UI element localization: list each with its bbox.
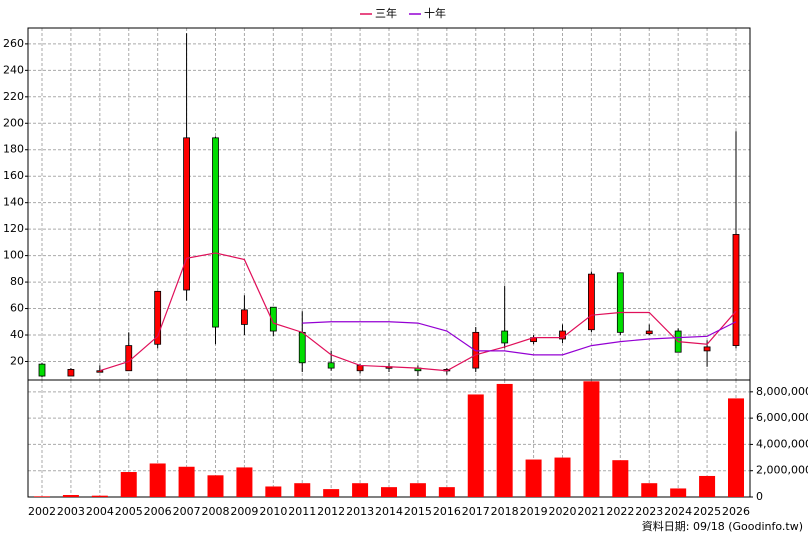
candle-body [356, 365, 364, 372]
y-tick-label: 240 [3, 63, 24, 76]
y2-tick-label: 8,000,000 [756, 385, 808, 398]
x-tick-label: 2005 [115, 505, 143, 518]
volume-bar [178, 466, 195, 497]
volume-bar [438, 487, 455, 497]
y-tick-label: 180 [3, 143, 24, 156]
line-series [302, 321, 737, 356]
x-tick-label: 2016 [433, 505, 461, 518]
volume-bar [728, 398, 744, 497]
candle-body [703, 346, 711, 352]
volume-bar [381, 487, 397, 497]
candle-body [183, 137, 190, 291]
x-tick-label: 2020 [549, 505, 577, 518]
y-tick-label: 200 [3, 116, 24, 129]
candle-body [96, 370, 104, 373]
y-tick-label: 220 [3, 90, 24, 103]
candle-body [212, 137, 219, 328]
candle-body [616, 272, 624, 333]
x-tick-label: 2024 [664, 505, 692, 518]
candle-body [501, 330, 509, 344]
y-tick-label: 120 [3, 222, 24, 235]
candle-body [241, 309, 248, 325]
y2-tick-label: 2,000,000 [756, 464, 808, 477]
volume-bar [352, 483, 369, 497]
volume-bar [236, 467, 253, 497]
volume-bar [323, 489, 340, 497]
candle-body [588, 273, 595, 331]
x-tick-label: 2009 [230, 505, 258, 518]
legend-label: 三年 [375, 6, 397, 20]
x-tick-label: 2018 [491, 505, 519, 518]
x-tick-label: 2008 [202, 505, 230, 518]
x-tick-label: 2002 [28, 505, 56, 518]
candle-body [298, 331, 306, 364]
annotation: 資料日期: 09/18 (Goodinfo.tw) [642, 519, 803, 533]
volume-bar [265, 486, 282, 497]
volume-bar [149, 463, 166, 497]
x-tick-label: 2015 [404, 505, 432, 518]
candle-body [154, 290, 162, 345]
y-tick-label: 160 [3, 169, 24, 182]
candle-body [38, 363, 46, 377]
y2-tick-label: 0 [756, 490, 763, 503]
x-tick-label: 2003 [57, 505, 85, 518]
legend-label: 十年 [424, 6, 446, 20]
volume-bar [583, 381, 600, 497]
candle-body [732, 234, 740, 346]
volume-bar [699, 475, 716, 497]
volume-bar [294, 483, 311, 497]
y-tick-label: 100 [3, 249, 24, 262]
volume-bar [91, 495, 108, 497]
x-tick-label: 2010 [259, 505, 287, 518]
y-tick-label: 20 [10, 354, 24, 367]
y-tick-label: 140 [3, 196, 24, 209]
x-tick-label: 2025 [693, 505, 721, 518]
y2-tick-label: 4,000,000 [756, 437, 808, 450]
x-tick-label: 2012 [317, 505, 345, 518]
x-tick-label: 2019 [520, 505, 548, 518]
line-series [99, 252, 737, 372]
x-tick-label: 2023 [635, 505, 663, 518]
x-tick-label: 2014 [375, 505, 403, 518]
candle-body [67, 369, 75, 377]
volume-bar [525, 459, 542, 497]
x-tick-label: 2006 [144, 505, 172, 518]
volume-bar [670, 488, 687, 497]
volume-bar [554, 457, 571, 497]
candle-body [125, 345, 133, 372]
y-tick-label: 80 [10, 275, 24, 288]
y-tick-label: 40 [10, 328, 24, 341]
volume-bar [496, 383, 513, 497]
x-tick-label: 2026 [722, 505, 750, 518]
candle-body [269, 306, 277, 332]
y-tick-label: 260 [3, 37, 24, 50]
x-tick-label: 2013 [346, 505, 374, 518]
candle-body [327, 362, 335, 369]
volume-bar [641, 483, 658, 497]
x-tick-label: 2011 [288, 505, 316, 518]
y-tick-label: 60 [10, 302, 24, 315]
plot-area [28, 28, 750, 497]
volume-bar [34, 496, 50, 497]
x-tick-label: 2022 [606, 505, 634, 518]
x-tick-label: 2004 [86, 505, 114, 518]
volume-bar [467, 394, 484, 497]
volume-bar [207, 475, 224, 497]
volume-bar [409, 483, 426, 497]
volume-bar [62, 495, 79, 497]
volume-bar [612, 460, 629, 497]
candle-body [645, 330, 653, 335]
x-tick-label: 2021 [577, 505, 605, 518]
volume-bar [120, 472, 137, 497]
x-tick-label: 2017 [462, 505, 490, 518]
x-tick-label: 2007 [173, 505, 201, 518]
y2-tick-label: 6,000,000 [756, 411, 808, 424]
